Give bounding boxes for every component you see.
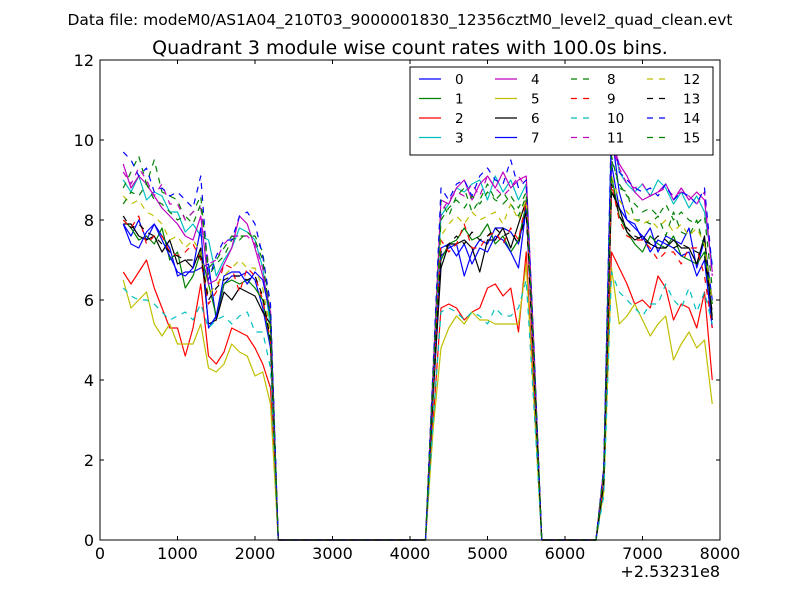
x-tick-label: 8000 bbox=[700, 544, 741, 563]
legend-label-0: 0 bbox=[455, 72, 464, 88]
x-offset-label: +2.53231e8 bbox=[620, 562, 720, 581]
legend-label-12: 12 bbox=[683, 72, 700, 88]
figure-suptitle: Data file: modeM0/AS1A04_210T03_90000018… bbox=[67, 11, 732, 30]
series-line-10 bbox=[122, 271, 713, 541]
legend-box bbox=[409, 66, 714, 156]
series-line-13 bbox=[122, 183, 713, 541]
y-tick-label: 2 bbox=[84, 451, 94, 470]
legend-label-14: 14 bbox=[683, 111, 700, 127]
x-tick-label: 1000 bbox=[157, 544, 198, 563]
legend-label-1: 1 bbox=[455, 92, 464, 108]
legend-label-3: 3 bbox=[455, 131, 464, 147]
y-tick-label: 8 bbox=[84, 211, 94, 230]
x-tick-label: 6000 bbox=[545, 544, 586, 563]
legend-label-6: 6 bbox=[531, 111, 540, 127]
plot-frame bbox=[99, 59, 721, 541]
x-tick-label: 7000 bbox=[622, 544, 663, 563]
legend-label-9: 9 bbox=[607, 92, 616, 108]
legend-label-10: 10 bbox=[607, 111, 624, 127]
legend-label-4: 4 bbox=[531, 72, 540, 88]
chart-title: Quadrant 3 module wise count rates with … bbox=[152, 37, 668, 59]
y-tick-label: 10 bbox=[74, 131, 94, 150]
x-tick-label: 3000 bbox=[312, 544, 353, 563]
legend-label-8: 8 bbox=[607, 72, 616, 88]
x-tick-label: 0 bbox=[95, 544, 105, 563]
legend-label-11: 11 bbox=[607, 131, 624, 147]
x-tick-label: 2000 bbox=[235, 544, 276, 563]
y-tick-label: 4 bbox=[84, 371, 94, 390]
legend-label-5: 5 bbox=[531, 92, 540, 108]
legend-label-2: 2 bbox=[455, 111, 464, 127]
legend-label-7: 7 bbox=[531, 131, 540, 147]
legend-label-15: 15 bbox=[683, 131, 700, 147]
legend-label-13: 13 bbox=[683, 92, 700, 108]
axes-layer: 0 1000 2000 3000 4000 5000 6000 7000 80000246810… bbox=[74, 51, 741, 563]
y-tick-label: 6 bbox=[84, 291, 94, 310]
x-tick-label: 5000 bbox=[467, 544, 508, 563]
y-tick-label: 12 bbox=[74, 51, 94, 70]
y-tick-label: 0 bbox=[84, 531, 94, 550]
x-tick-label: 4000 bbox=[390, 544, 431, 563]
